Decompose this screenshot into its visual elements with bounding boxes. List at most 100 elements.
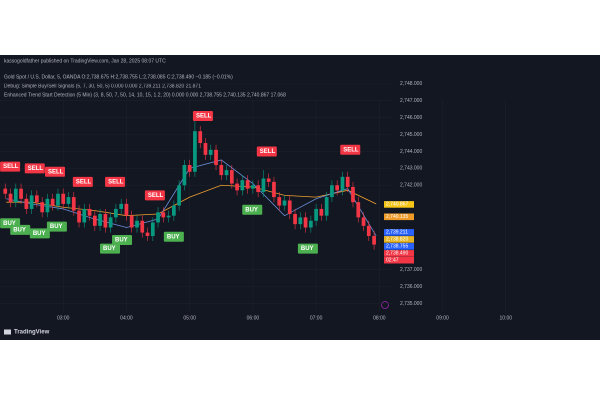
- signal-text: BUY: [115, 238, 128, 244]
- candle-body: [208, 149, 213, 155]
- price-badge-label: 2,738.755: [386, 244, 408, 250]
- candle-body: [330, 185, 334, 198]
- header: kassogoldfather published on TradingView…: [4, 58, 166, 64]
- candle-body: [219, 165, 224, 176]
- signal-box: [105, 176, 126, 187]
- signal-text: BUY: [33, 231, 46, 237]
- candle-body: [319, 208, 324, 216]
- signal-box: [144, 190, 165, 201]
- signal-box: [72, 176, 93, 187]
- candle-body: [161, 212, 166, 218]
- candle-body: [172, 205, 176, 216]
- signal-text: BUY: [245, 207, 258, 213]
- candle-body: [119, 203, 124, 209]
- signal-text: SELL: [343, 147, 359, 153]
- event-icon: [381, 301, 389, 309]
- candle-body: [335, 185, 340, 191]
- x-tick-label: 10:00: [500, 315, 513, 321]
- signal-label: SELL: [256, 146, 277, 157]
- signal-box: [24, 163, 45, 174]
- signal-text: SELL: [76, 179, 92, 185]
- price-badge-label: 2,738.820: [386, 237, 408, 243]
- candle-body: [245, 180, 250, 189]
- candle-body: [103, 214, 108, 228]
- candle-body: [366, 225, 371, 236]
- candle-body: [372, 235, 376, 245]
- signal-box: [297, 243, 318, 254]
- chart-panel: [0, 55, 600, 340]
- candle-body: [214, 149, 218, 165]
- candle-body: [229, 170, 234, 184]
- y-tick-label: 2,742.000: [400, 183, 422, 189]
- candle-body: [13, 188, 18, 203]
- signal-box: [100, 243, 121, 254]
- signal-text: BUY: [167, 234, 180, 240]
- signal-text: SELL: [3, 164, 19, 170]
- legend-line: Gold Spot / U.S. Dollar, 5, OANDA O:2,73…: [4, 74, 233, 80]
- candle-body: [150, 222, 155, 236]
- signal-box: [242, 204, 263, 215]
- candle-body: [129, 215, 134, 228]
- signal-label: SELL: [24, 163, 45, 174]
- candle-body: [303, 217, 308, 228]
- candle-body: [98, 214, 102, 226]
- candle-body: [324, 197, 329, 216]
- x-tick-label: 03:00: [57, 315, 70, 321]
- candle-body: [356, 202, 361, 218]
- candle-body: [182, 165, 187, 186]
- y-tick-label: 2,737.000: [400, 267, 422, 273]
- candle-body: [3, 188, 8, 194]
- y-tick-label: 2,735.000: [400, 301, 422, 307]
- candle-body: [82, 208, 87, 223]
- candle-body: [309, 220, 313, 228]
- signal-text: BUY: [13, 227, 26, 233]
- signal-box: [10, 224, 31, 235]
- signal-label: BUY: [112, 235, 133, 245]
- candle-body: [203, 143, 208, 155]
- candle-body: [156, 212, 160, 223]
- signal-box: [0, 161, 21, 172]
- signal-text: SELL: [196, 114, 212, 120]
- x-tick-label: 05:00: [183, 315, 196, 321]
- candle-body: [45, 198, 50, 213]
- candle-body: [240, 180, 245, 191]
- y-tick-label: 2,747.000: [400, 98, 422, 104]
- candle-body: [8, 193, 13, 203]
- footer-logo: TradingView: [14, 330, 50, 336]
- candle-body: [314, 208, 318, 221]
- candle-body: [50, 198, 55, 206]
- y-tick-label: 2,744.000: [400, 149, 422, 155]
- candle-body: [56, 193, 60, 206]
- signal-box: [163, 231, 184, 242]
- signal-box: [46, 221, 67, 232]
- candle-body: [177, 185, 181, 206]
- candle-body: [145, 232, 150, 236]
- price-badge: [384, 201, 414, 208]
- signal-text: BUY: [103, 246, 116, 252]
- candle-body: [34, 195, 39, 203]
- signal-text: BUY: [3, 221, 16, 227]
- signal-label: BUY: [297, 243, 318, 254]
- signal-text: SELL: [260, 149, 276, 155]
- signal-box: [256, 146, 277, 157]
- signal-label: BUY: [46, 221, 67, 232]
- candle-body: [29, 195, 34, 209]
- legend-line: Debug: Simple Buy/Sell Signals (5, 7, 30…: [4, 83, 201, 89]
- signal-label: SELL: [144, 190, 165, 201]
- candle-body: [19, 188, 23, 199]
- signal-text: SELL: [108, 179, 124, 185]
- candle-body: [235, 183, 239, 191]
- price-badge: [384, 243, 414, 250]
- candle-body: [340, 176, 345, 191]
- signal-label: BUY: [242, 204, 263, 215]
- price-badge-label: 2,740.867: [386, 202, 408, 208]
- candle-body: [193, 131, 197, 172]
- legend-line: Enhanced Trend Start Detection (5 Min) (…: [4, 92, 286, 98]
- candle-body: [87, 208, 92, 216]
- signal-text: SELL: [28, 166, 44, 172]
- x-tick-label: 08:00: [373, 315, 386, 321]
- candle-body: [345, 176, 350, 187]
- y-tick-label: 2,743.000: [400, 166, 422, 172]
- signal-label: SELL: [192, 110, 213, 121]
